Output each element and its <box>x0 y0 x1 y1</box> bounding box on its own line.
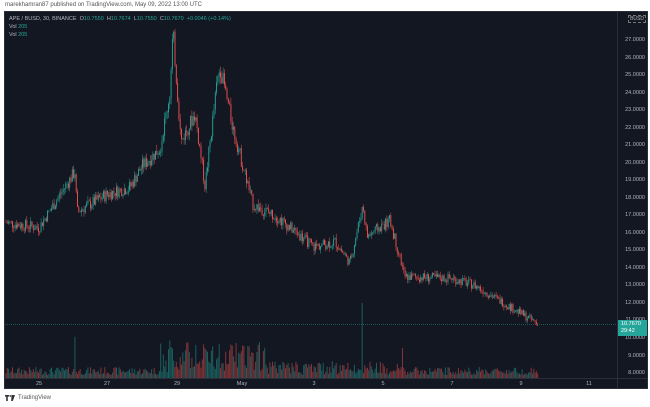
time-tick-label: May <box>236 381 248 387</box>
chart-legend: APE / BUSD, 30, BINANCE O10.7550 H10.767… <box>9 15 231 39</box>
price-tick-label: 22.0000 <box>625 124 645 131</box>
price-tick-label: 21.0000 <box>625 142 645 149</box>
price-tick-label: 17.0000 <box>625 212 645 219</box>
vol-label: Vol <box>9 24 17 30</box>
time-tick-label: 27 <box>103 381 111 387</box>
price-tick-label: 12.0000 <box>625 299 645 306</box>
currency-badge[interactable]: BUSD <box>628 15 646 23</box>
open-value: 10.7550 <box>83 16 104 22</box>
candles <box>5 28 539 327</box>
time-tick-label: 7 <box>450 381 454 387</box>
published-text: marekhamran87 published on TradingView.c… <box>5 2 203 8</box>
time-tick-label: 3 <box>312 381 316 387</box>
price-tick-label: 27.0000 <box>625 37 645 43</box>
high-value: 10.7674 <box>110 16 131 22</box>
last-price-badge: 10.7670 29:42 <box>618 319 647 336</box>
volume-legend-row[interactable]: Vol 205 <box>9 23 231 31</box>
close-value: 10.7670 <box>163 16 184 22</box>
time-axis[interactable]: 25 27 29 May 3 5 7 9 11 <box>5 378 617 388</box>
price-tick-label: 25.0000 <box>625 72 645 79</box>
price-plot-area[interactable] <box>5 12 617 378</box>
vol-value: 205 <box>18 24 28 30</box>
time-tick-label: 11 <box>586 381 592 387</box>
chart-frame[interactable]: APE / BUSD, 30, BINANCE O10.7550 H10.767… <box>4 11 648 389</box>
price-tick-label: 24.0000 <box>625 89 645 96</box>
tradingview-brand: TradingView <box>18 395 52 401</box>
price-tick-label: 20.0000 <box>625 159 645 166</box>
price-tick-label: 14.0000 <box>625 264 645 271</box>
last-price-value: 10.7670 <box>621 320 641 327</box>
vol-value-2: 205 <box>18 32 28 38</box>
time-tick-label: 29 <box>173 381 181 387</box>
time-tick-label: 25 <box>35 381 43 387</box>
price-tick-label: 26.0000 <box>625 54 645 61</box>
symbol-legend-row: APE / BUSD, 30, BINANCE O10.7550 H10.767… <box>9 15 231 23</box>
high-label: H <box>106 16 111 22</box>
price-tick-label: 10.0000 <box>625 335 645 341</box>
time-tick-label: 5 <box>381 381 385 387</box>
price-tick-label: 23.0000 <box>625 107 645 114</box>
price-tick-label: 16.0000 <box>625 229 645 236</box>
published-by-header: marekhamran87 published on TradingView.c… <box>5 0 202 11</box>
price-tick-label: 19.0000 <box>625 177 645 184</box>
close-label: C <box>159 16 164 22</box>
price-tick-label: 15.0000 <box>625 247 645 254</box>
symbol-label[interactable]: APE / BUSD, 30, BINANCE <box>9 16 77 22</box>
change-value: +0.0046 (+0.14%) <box>186 16 231 22</box>
tradingview-logo-icon <box>5 395 15 401</box>
price-tick-label: 8.0000 <box>628 370 645 377</box>
low-value: 10.7550 <box>136 16 157 22</box>
vol-label-2: Vol <box>9 32 17 38</box>
volume-bars <box>5 303 539 378</box>
low-label: L <box>133 16 137 22</box>
price-tick-label: 13.0000 <box>625 282 645 289</box>
bar-countdown: 29:42 <box>621 327 635 334</box>
time-tick-label: 9 <box>519 381 523 387</box>
price-axis[interactable]: BUSD 27.0000 26.0000 25.0000 24.0000 23.0000… <box>617 12 647 378</box>
axis-corner <box>617 378 647 388</box>
open-label: O <box>79 16 84 22</box>
footer: TradingView <box>5 392 51 404</box>
volume-legend-row-2[interactable]: Vol 205 <box>9 31 231 39</box>
candlestick-chart[interactable] <box>5 12 617 378</box>
price-tick-label: 18.0000 <box>625 194 645 201</box>
price-tick-label: 9.0000 <box>628 352 645 359</box>
